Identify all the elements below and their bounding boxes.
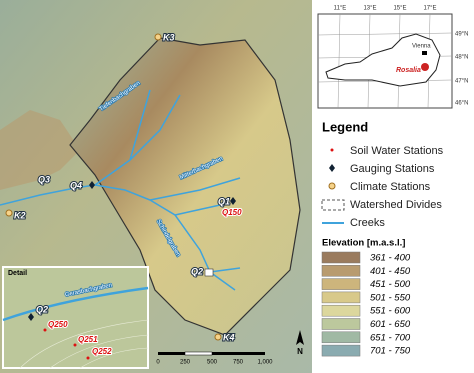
elevation-swatch — [321, 278, 361, 290]
elevation-label: 701 - 750 — [370, 346, 411, 357]
elevation-label: 501 - 550 — [370, 292, 411, 303]
watershed — [69, 37, 301, 336]
elevation-swatch — [321, 344, 361, 357]
climate-station — [214, 333, 222, 341]
elevation-title: Elevation [m.a.s.l.] — [322, 238, 405, 249]
scale-bar — [158, 352, 185, 355]
elevation-label: 401 - 450 — [370, 266, 411, 277]
lon-label: 13°E — [363, 6, 376, 12]
gauging-station — [89, 181, 95, 189]
gauging-station — [28, 313, 34, 321]
lat-label: 48°N — [455, 55, 468, 61]
overview-graticule-labels: 11°E 13°E 15°E 17°E 49°N 48°N 47°N 46°N — [334, 6, 469, 107]
soil-station — [73, 343, 77, 347]
rosalia-marker — [421, 63, 429, 71]
north-label: N — [297, 347, 303, 356]
soil-station-label: Q250 — [48, 320, 68, 329]
elevation-swatch — [321, 331, 361, 344]
elevation-swatch — [321, 318, 361, 330]
station-label: K4 — [223, 332, 235, 342]
lat-label: 46°N — [455, 101, 468, 107]
scale-label: 1,000 — [257, 360, 273, 366]
legend-label: Watershed Divides — [350, 199, 442, 211]
detail-box — [2, 266, 149, 369]
elevation-swatch — [321, 291, 361, 304]
station-label: Q2 — [191, 266, 203, 276]
legend-label: Creeks — [350, 217, 385, 229]
legend-symbol — [330, 148, 334, 152]
soil-station — [86, 356, 90, 360]
scale-label: 500 — [207, 360, 218, 366]
climate-station — [154, 33, 162, 41]
north-arrow — [296, 330, 304, 345]
elevation-label: 361 - 400 — [370, 253, 411, 264]
elevation-swatch — [321, 251, 361, 264]
lon-label: 17°E — [423, 6, 436, 12]
station-label: Q3 — [38, 174, 50, 184]
place-label: Vienna — [412, 44, 431, 50]
legend-label: Climate Stations — [350, 181, 431, 193]
legend-symbol — [321, 199, 345, 211]
station-label: K2 — [14, 210, 26, 220]
elevation-label: 451 - 500 — [370, 279, 411, 290]
lon-label: 11°E — [334, 6, 347, 12]
terrain-patch — [0, 110, 80, 190]
elevation-legend: 361 - 400 401 - 450 451 - 500 501 - 550 551 … — [321, 251, 411, 357]
detail-marker — [204, 268, 214, 277]
scale-label: 750 — [233, 360, 244, 366]
austria-outline — [325, 33, 441, 87]
detail-title: Detail — [8, 270, 27, 277]
elevation-label: 551 - 600 — [370, 306, 411, 317]
legend-symbol — [329, 164, 335, 172]
elevation-label: 601 - 650 — [370, 319, 411, 330]
lat-label: 47°N — [455, 79, 468, 85]
elevation-swatch — [321, 304, 361, 317]
legend-symbol — [328, 182, 336, 190]
legend-items: Soil Water Stations Gauging Stations Clima… — [350, 145, 444, 229]
scale-label: 250 — [180, 360, 191, 366]
gauging-station — [230, 197, 236, 205]
scale-labels: 0 250 500 750 1,000 — [156, 360, 273, 366]
scale-bar — [184, 351, 213, 356]
legend-title: Legend — [322, 119, 368, 134]
station-label: K3 — [163, 32, 175, 42]
lat-label: 49°N — [455, 32, 468, 38]
place-label: Rosalia — [396, 67, 421, 74]
climate-station — [5, 209, 13, 217]
contours — [19, 319, 149, 369]
station-label: Q4 — [70, 180, 82, 190]
lon-label: 15°E — [393, 6, 406, 12]
elevation-label: 651 - 700 — [370, 332, 411, 343]
soil-station-label: Q252 — [92, 347, 112, 356]
elevation-swatch — [321, 265, 361, 277]
vienna-marker — [422, 51, 427, 55]
soil-station-label: Q150 — [222, 208, 242, 217]
soil-station-label: Q251 — [78, 335, 98, 344]
soil-station — [43, 328, 47, 332]
legend-label: Soil Water Stations — [350, 145, 444, 157]
station-label: Q1 — [218, 196, 230, 206]
scale-label: 0 — [156, 360, 160, 366]
station-label: Q2 — [36, 304, 48, 314]
detail-creek — [2, 286, 149, 322]
scale-bar — [212, 352, 265, 355]
legend-label: Gauging Stations — [350, 163, 435, 175]
